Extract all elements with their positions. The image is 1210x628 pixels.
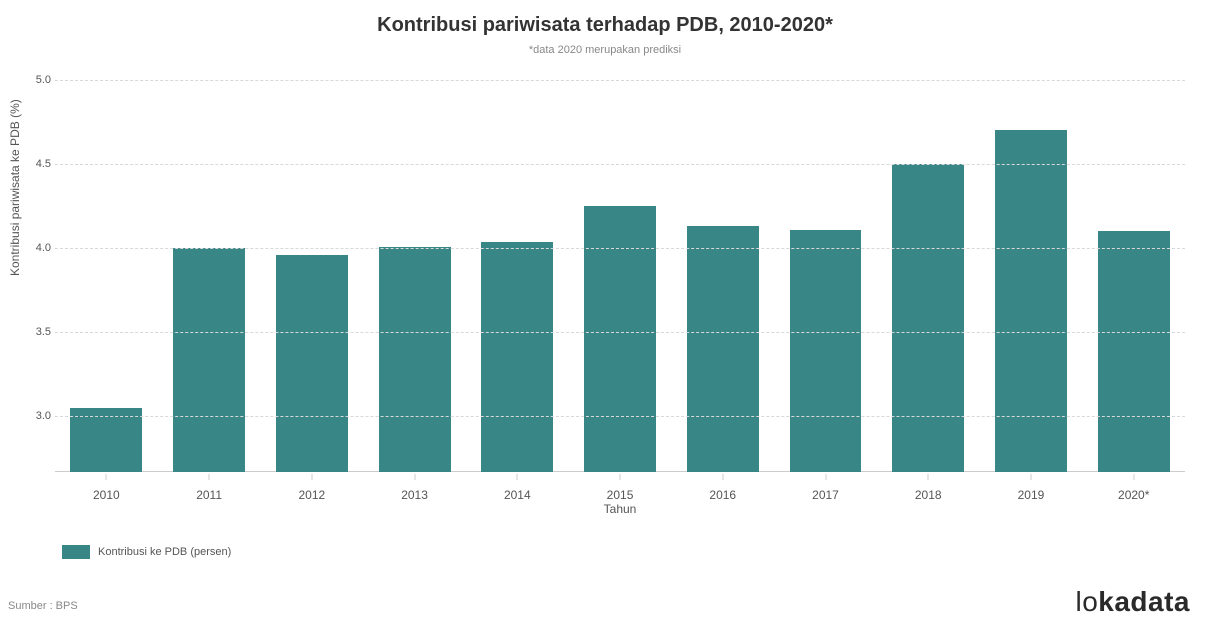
- x-tick-label: 2017: [812, 488, 839, 502]
- x-tick: [517, 474, 518, 480]
- x-tick-label: 2016: [709, 488, 736, 502]
- chart-container: Kontribusi pariwisata terhadap PDB, 2010…: [0, 0, 1210, 628]
- grid-line: [55, 164, 1185, 165]
- x-tick-label: 2015: [607, 488, 634, 502]
- x-tick: [106, 474, 107, 480]
- y-tick-label: 5.0: [27, 74, 51, 86]
- bar[interactable]: [379, 247, 451, 472]
- bar-slot: 2013: [363, 80, 466, 472]
- bar[interactable]: [790, 230, 862, 472]
- y-tick-label: 4.0: [27, 242, 51, 254]
- chart-title: Kontribusi pariwisata terhadap PDB, 2010…: [0, 14, 1210, 37]
- bar[interactable]: [70, 408, 142, 472]
- y-tick-label: 4.5: [27, 158, 51, 170]
- bars-group: 2010201120122013201420152016201720182019…: [55, 80, 1185, 472]
- brand-ka: kadata: [1098, 586, 1190, 617]
- bar-slot: 2020*: [1082, 80, 1185, 472]
- x-tick: [825, 474, 826, 480]
- y-tick-label: 3.5: [27, 326, 51, 338]
- bar[interactable]: [173, 248, 245, 472]
- y-axis-title: Kontribusi pariwisata ke PDB (%): [8, 99, 22, 276]
- source-text: Sumber : BPS: [8, 600, 78, 612]
- bar-slot: 2018: [877, 80, 980, 472]
- bar-slot: 2019: [980, 80, 1083, 472]
- x-tick: [620, 474, 621, 480]
- bar[interactable]: [584, 206, 656, 472]
- x-tick: [414, 474, 415, 480]
- grid-line: [55, 332, 1185, 333]
- brand-logo: lokadata: [1075, 586, 1190, 618]
- x-tick: [928, 474, 929, 480]
- grid-line: [55, 80, 1185, 81]
- bar-slot: 2017: [774, 80, 877, 472]
- bar-slot: 2010: [55, 80, 158, 472]
- bar-slot: 2012: [260, 80, 363, 472]
- bar-slot: 2015: [569, 80, 672, 472]
- x-tick-label: 2014: [504, 488, 531, 502]
- x-tick-label: 2012: [298, 488, 325, 502]
- bar[interactable]: [892, 164, 964, 472]
- x-tick: [722, 474, 723, 480]
- bar[interactable]: [995, 130, 1067, 472]
- x-tick-label: 2018: [915, 488, 942, 502]
- x-tick-label: 2013: [401, 488, 428, 502]
- bar[interactable]: [687, 226, 759, 472]
- x-tick: [209, 474, 210, 480]
- y-tick-label: 3.0: [27, 410, 51, 422]
- x-tick: [1133, 474, 1134, 480]
- grid-line: [55, 416, 1185, 417]
- bar-slot: 2016: [671, 80, 774, 472]
- legend-label: Kontribusi ke PDB (persen): [98, 546, 231, 558]
- bar[interactable]: [481, 242, 553, 472]
- bar[interactable]: [1098, 231, 1170, 472]
- x-tick: [311, 474, 312, 480]
- x-tick-label: 2010: [93, 488, 120, 502]
- x-tick-label: 2019: [1018, 488, 1045, 502]
- bar-slot: 2011: [158, 80, 261, 472]
- grid-line: [55, 248, 1185, 249]
- legend: Kontribusi ke PDB (persen): [62, 545, 231, 559]
- bar-slot: 2014: [466, 80, 569, 472]
- plot-area: 2010201120122013201420152016201720182019…: [55, 80, 1185, 472]
- x-axis-title: Tahun: [55, 502, 1185, 516]
- brand-lo: lo: [1075, 586, 1098, 617]
- legend-swatch: [62, 545, 90, 559]
- x-tick-label: 2020*: [1118, 488, 1149, 502]
- bar[interactable]: [276, 255, 348, 472]
- x-tick: [1030, 474, 1031, 480]
- x-tick-label: 2011: [196, 488, 222, 502]
- chart-subtitle: *data 2020 merupakan prediksi: [0, 44, 1210, 56]
